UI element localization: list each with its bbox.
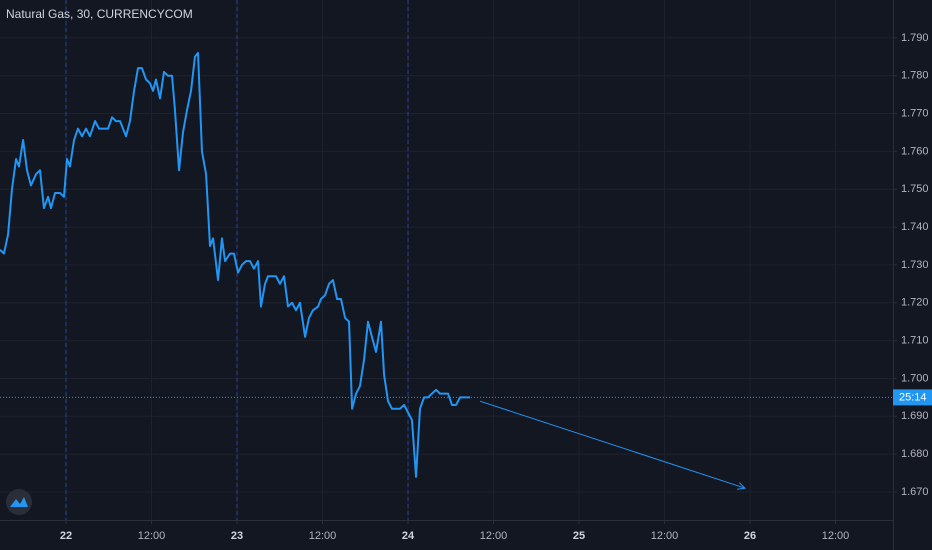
grid: [0, 0, 893, 520]
price-line: [0, 51, 471, 478]
y-tick-label: 1.680: [901, 448, 929, 460]
x-tick-label: 25: [573, 530, 585, 542]
countdown-label: 25:14: [899, 391, 927, 403]
chart-title: Natural Gas, 30, CURRENCYCOM: [6, 7, 193, 21]
y-tick-label: 1.740: [901, 221, 929, 233]
y-tick-label: 1.710: [901, 335, 929, 347]
last-price-box: [893, 389, 932, 406]
x-tick-label: 26: [744, 530, 756, 542]
y-tick-label: 1.670: [901, 486, 929, 498]
trendline-arrowhead: [737, 482, 747, 490]
x-tick-label: 12:00: [480, 530, 508, 542]
x-tick-label: 12:00: [822, 530, 850, 542]
y-tick-label: 1.750: [901, 183, 929, 195]
y-tick-label: 1.790: [901, 32, 929, 44]
y-tick-label: 1.690: [901, 410, 929, 422]
y-tick-label: 1.760: [901, 145, 929, 157]
y-tick-label: 1.780: [901, 70, 929, 82]
x-tick-label: 23: [231, 530, 243, 542]
y-tick-label: 1.720: [901, 297, 929, 309]
logo: [6, 489, 32, 515]
y-tick-label: 1.700: [901, 372, 929, 384]
x-tick-label: 12:00: [309, 530, 337, 542]
trendline: [479, 400, 746, 489]
y-tick-label: 1.730: [901, 259, 929, 271]
x-tick-label: 12:00: [138, 530, 166, 542]
x-tick-label: 22: [60, 530, 72, 542]
y-tick-label: 1.770: [901, 107, 929, 119]
x-tick-label: 12:00: [651, 530, 679, 542]
x-tick-label: 24: [402, 530, 415, 542]
